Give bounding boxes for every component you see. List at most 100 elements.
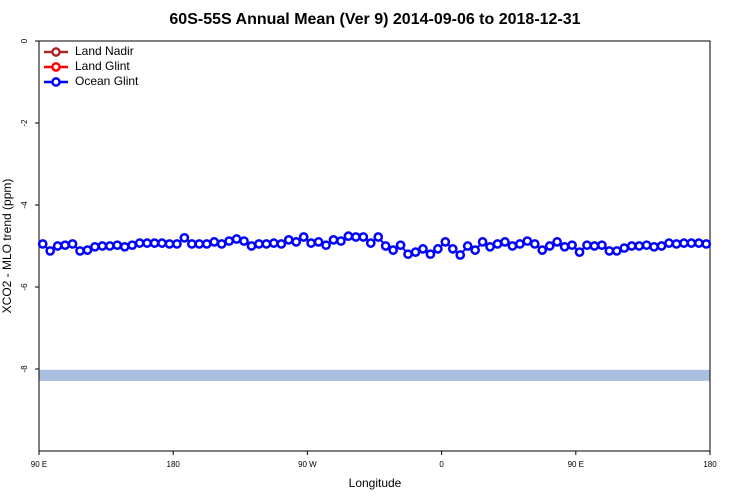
x-axis-label: Longitude bbox=[349, 476, 402, 490]
data-point bbox=[544, 241, 555, 251]
data-point bbox=[492, 239, 503, 249]
data-point bbox=[447, 244, 458, 254]
data-point bbox=[462, 241, 473, 251]
data-point bbox=[179, 232, 190, 243]
data-point bbox=[186, 239, 197, 249]
data-point bbox=[380, 241, 391, 251]
data-point bbox=[328, 235, 339, 245]
data-point bbox=[127, 240, 138, 251]
x-tick-label: 90 W bbox=[298, 460, 317, 469]
data-point bbox=[82, 245, 93, 255]
data-point bbox=[112, 240, 123, 251]
shaded-band bbox=[39, 369, 710, 381]
x-tick-label: 180 bbox=[167, 460, 181, 469]
data-point bbox=[45, 246, 56, 256]
data-point bbox=[597, 240, 607, 251]
data-point bbox=[52, 241, 63, 251]
data-point bbox=[104, 241, 115, 251]
data-point bbox=[276, 239, 287, 249]
data-point bbox=[664, 238, 674, 248]
data-point bbox=[604, 246, 615, 256]
legend-marker bbox=[51, 62, 61, 72]
data-point bbox=[619, 243, 630, 253]
data-point bbox=[231, 234, 242, 244]
x-tick-label: 180 bbox=[703, 460, 717, 469]
data-point bbox=[75, 246, 85, 256]
data-point bbox=[97, 241, 108, 251]
data-point bbox=[60, 240, 70, 251]
data-point bbox=[656, 241, 667, 251]
y-tick-label: -4 bbox=[20, 201, 29, 209]
chart-title: 60S-55S Annual Mean (Ver 9) 2014-09-06 t… bbox=[169, 11, 580, 28]
data-point bbox=[306, 238, 316, 248]
data-point bbox=[343, 231, 354, 242]
data-point bbox=[313, 237, 324, 247]
data-point bbox=[455, 250, 466, 260]
data-point bbox=[164, 239, 175, 249]
x-tick-label: 90 E bbox=[31, 460, 47, 469]
data-point bbox=[142, 238, 152, 248]
data-point bbox=[500, 237, 510, 247]
data-point bbox=[298, 232, 309, 242]
data-point bbox=[395, 240, 406, 251]
data-point bbox=[261, 239, 272, 249]
legend-label: Ocean Glint bbox=[75, 74, 139, 88]
legend-marker bbox=[51, 47, 61, 57]
data-point bbox=[574, 247, 585, 257]
data-point bbox=[686, 238, 697, 248]
data-point bbox=[351, 232, 361, 242]
x-tick-label: 90 E bbox=[568, 460, 584, 469]
data-point bbox=[582, 240, 592, 251]
data-point bbox=[403, 249, 413, 260]
legend-marker bbox=[51, 77, 61, 87]
data-point bbox=[246, 241, 257, 251]
data-point bbox=[209, 237, 220, 247]
data-point bbox=[410, 247, 421, 257]
y-tick-label: -2 bbox=[20, 119, 29, 127]
data-point bbox=[201, 239, 212, 249]
data-point bbox=[485, 241, 495, 252]
data-point bbox=[194, 239, 205, 249]
data-point bbox=[358, 232, 369, 242]
data-point bbox=[157, 238, 167, 248]
data-point bbox=[216, 239, 227, 249]
data-point bbox=[336, 236, 346, 246]
data-point bbox=[134, 238, 145, 248]
data-point bbox=[433, 244, 443, 254]
data-point bbox=[90, 241, 100, 252]
data-point bbox=[522, 236, 533, 246]
data-point bbox=[425, 249, 436, 260]
y-tick-label: -6 bbox=[20, 283, 29, 291]
data-point bbox=[567, 240, 577, 251]
data-point bbox=[626, 241, 637, 251]
data-point bbox=[634, 241, 645, 251]
data-point bbox=[418, 244, 428, 254]
data-point bbox=[671, 239, 682, 249]
y-tick-label: -8 bbox=[20, 365, 29, 373]
data-point bbox=[537, 245, 548, 255]
legend-label: Land Glint bbox=[75, 59, 130, 73]
data-point bbox=[119, 241, 130, 252]
data-point bbox=[321, 240, 331, 251]
data-point bbox=[477, 237, 488, 247]
data-point bbox=[149, 238, 160, 248]
data-point bbox=[529, 239, 540, 249]
data-point bbox=[589, 241, 600, 251]
data-point bbox=[291, 237, 302, 247]
data-point bbox=[224, 236, 234, 246]
data-point bbox=[365, 238, 376, 248]
legend-label: Land Nadir bbox=[75, 44, 134, 58]
data-point bbox=[641, 240, 652, 251]
data-point bbox=[507, 241, 518, 251]
data-point bbox=[470, 245, 480, 255]
data-point bbox=[552, 237, 563, 247]
y-tick-label: 0 bbox=[20, 38, 29, 43]
data-point bbox=[269, 238, 279, 248]
y-axis-label: XCO2 - MLO trend (ppm) bbox=[0, 179, 14, 314]
data-point bbox=[37, 239, 48, 249]
data-point bbox=[239, 236, 249, 246]
data-point bbox=[440, 237, 451, 247]
data-point bbox=[611, 246, 622, 256]
data-point bbox=[254, 239, 264, 249]
